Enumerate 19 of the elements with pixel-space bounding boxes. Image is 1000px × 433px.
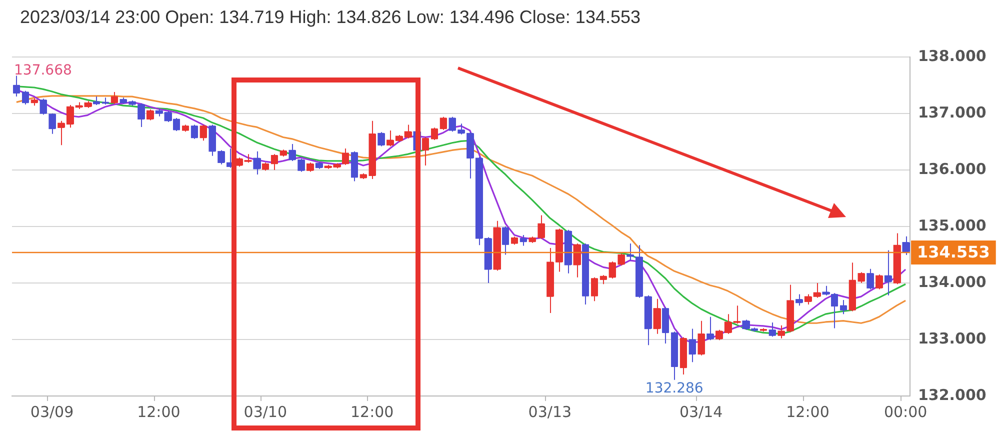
- x-tick-label: 12:00: [786, 402, 830, 421]
- y-tick-label: 132.000: [918, 386, 986, 404]
- x-tick-label: 00:00: [884, 402, 928, 421]
- y-tick-label: 135.000: [918, 216, 986, 234]
- annotation: 137.668: [14, 62, 72, 78]
- x-tick-label: 12:00: [350, 402, 394, 421]
- ref-line-label: 134.553: [917, 242, 990, 262]
- annotation: 132.286: [645, 380, 704, 396]
- y-tick-label: 134.000: [918, 272, 986, 291]
- y-tick-label: 133.000: [918, 329, 986, 348]
- y-tick-label: 137.000: [918, 103, 986, 122]
- x-tick-label: 03/10: [244, 402, 288, 421]
- y-tick-label: 136.000: [918, 160, 986, 178]
- y-tick-label: 138.000: [918, 46, 986, 65]
- x-tick-label: 03/13: [528, 402, 572, 421]
- x-tick-label: 03/09: [30, 402, 74, 421]
- x-tick-label: 12:00: [137, 402, 180, 421]
- chart-title: 2023/03/14 23:00 Open: 134.719 High: 134.826 Low: 134.496 Close: 134.553: [19, 6, 642, 29]
- x-tick-label: 03/14: [679, 402, 723, 421]
